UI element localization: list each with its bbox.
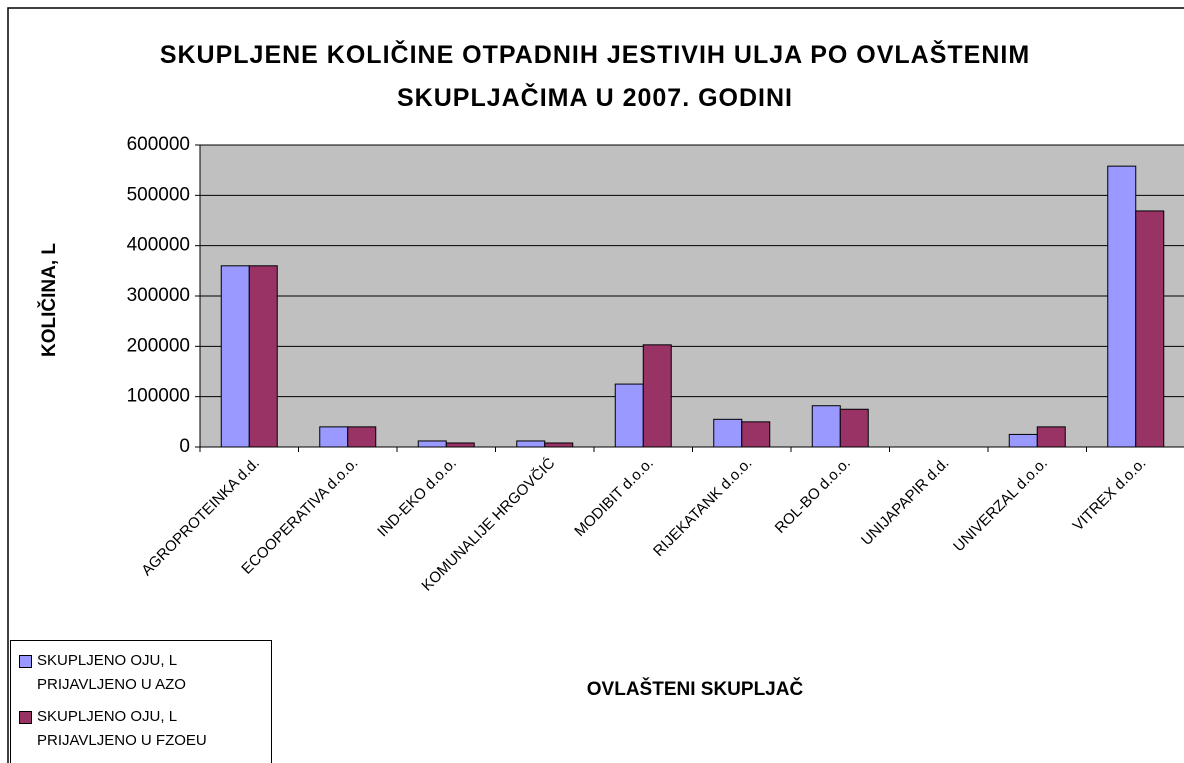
chart-frame	[7, 7, 1184, 763]
y-axis-label: KOLIČINA, L	[38, 243, 60, 357]
x-tick-label: IND-EKO d.o.o.	[374, 455, 460, 541]
legend-entry: SKUPLJENO OJU, L PRIJAVLJENO U AZO	[19, 649, 271, 697]
legend-label: SKUPLJENO OJU, L PRIJAVLJENO U FZOEU	[37, 708, 207, 749]
bar	[1036, 426, 1066, 448]
bar	[516, 440, 546, 448]
x-tick-label: ECOOPERATIVA d.o.o.	[238, 455, 361, 578]
bar	[614, 383, 644, 448]
x-tick-label: ROL-BO d.o.o.	[772, 455, 854, 537]
bar	[1135, 210, 1165, 448]
bar	[319, 426, 349, 448]
bar	[713, 418, 743, 448]
y-tick-label: 600000	[127, 134, 190, 155]
bar	[839, 408, 869, 448]
bar	[445, 442, 475, 448]
chart-title: SKUPLJENE KOLIČINE OTPADNIH JESTIVIH ULJ…	[159, 41, 1031, 112]
y-tick-label: 400000	[127, 235, 190, 256]
y-tick-label: 500000	[127, 184, 190, 205]
x-axis-label: OVLAŠTENI SKUPLJAČ	[587, 678, 804, 700]
bar	[417, 440, 447, 448]
legend-label: SKUPLJENO OJU, L PRIJAVLJENO U AZO	[37, 652, 186, 693]
legend-swatch	[19, 711, 32, 724]
bar	[248, 265, 278, 448]
bar	[220, 265, 250, 448]
bar	[811, 405, 841, 448]
bar	[1008, 433, 1038, 448]
legend: SKUPLJENO OJU, L PRIJAVLJENO U AZO SKUPLJ…	[10, 640, 272, 763]
x-tick-label: RIJEKATANK d.o.o.	[650, 455, 755, 560]
bar	[642, 344, 672, 448]
y-tick-label: 300000	[127, 285, 190, 306]
x-tick-label: MODIBIT d.o.o.	[571, 455, 657, 541]
y-tick-label: 200000	[127, 335, 190, 356]
bar	[741, 421, 771, 448]
y-tick-label: 100000	[127, 386, 190, 407]
y-tick-label: 0	[179, 436, 190, 457]
plot: 0100000200000300000400000500000600000AGR…	[127, 134, 1184, 595]
legend-swatch	[19, 655, 32, 668]
x-tick-label: UNIVERZAL d.o.o.	[950, 455, 1051, 556]
legend-entry: SKUPLJENO OJU, L PRIJAVLJENO U FZOEU	[19, 705, 271, 753]
bar	[544, 442, 574, 448]
x-tick-label: VITREX d.o.o.	[1070, 455, 1150, 535]
bar	[347, 426, 377, 448]
bar	[1107, 165, 1137, 448]
x-tick-label: UNIJAPAPIR d.d.	[858, 455, 952, 549]
